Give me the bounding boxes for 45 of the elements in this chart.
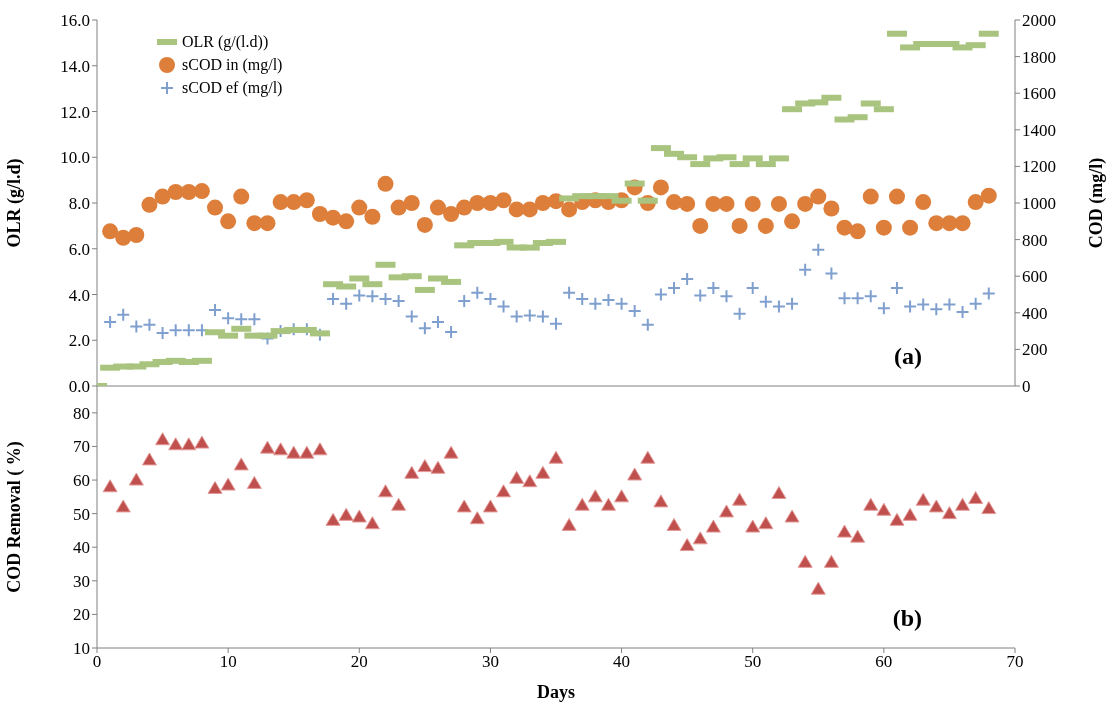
y-tick-label: 12.0 <box>60 102 90 122</box>
y-tick-label: 70 <box>73 437 90 457</box>
annotation: (a) <box>894 343 922 370</box>
y2-tick-label: 200 <box>1022 340 1048 360</box>
y2-tick-label: 2000 <box>1022 11 1056 31</box>
x-axis-title: Days <box>536 682 576 702</box>
y2-tick-label: 1400 <box>1022 120 1056 140</box>
y-tick-label: 4.0 <box>68 285 90 305</box>
y-tick-label: 16.0 <box>60 11 90 31</box>
y2-tick-label: 1800 <box>1022 47 1056 67</box>
y2-tick-label: 400 <box>1022 303 1048 323</box>
y-tick-label: 30 <box>73 571 90 591</box>
legend-label: sCOD in (mg/l) <box>182 55 283 74</box>
y-tick-label: 0.0 <box>68 377 90 397</box>
x-tick-label: 10 <box>219 652 237 672</box>
y-tick-label: 6.0 <box>68 239 90 259</box>
y-axis-title: OLR (g/l.d) <box>4 158 26 248</box>
x-tick-label: 40 <box>613 652 631 672</box>
y-tick-label: 60 <box>73 471 90 491</box>
y2-tick-label: 800 <box>1022 230 1048 250</box>
y-tick-label: 8.0 <box>68 194 90 214</box>
y-tick-label: 10.0 <box>60 148 90 168</box>
y-tick-label: 40 <box>73 538 90 558</box>
y-tick-label: 2.0 <box>68 331 90 351</box>
y-tick-label: 80 <box>73 403 90 423</box>
legend-label: sCOD ef (mg/l) <box>182 78 283 97</box>
y2-tick-label: 0 <box>1022 377 1031 397</box>
y-tick-label: 10 <box>73 639 90 659</box>
y2-tick-label: 1600 <box>1022 84 1056 104</box>
y2-tick-label: 1000 <box>1022 194 1056 214</box>
x-tick-label: 50 <box>744 652 762 672</box>
y-tick-label: 50 <box>73 504 90 524</box>
x-tick-label: 30 <box>481 652 499 672</box>
y-tick-label: 14.0 <box>60 56 90 76</box>
y2-tick-label: 600 <box>1022 267 1048 287</box>
x-tick-label: 20 <box>350 652 368 672</box>
legend-label: OLR (g/(l.d)) <box>182 32 269 51</box>
x-tick-label: 70 <box>1006 652 1024 672</box>
x-tick-label: 60 <box>875 652 893 672</box>
y-tick-label: 20 <box>73 605 90 625</box>
y2-tick-label: 1200 <box>1022 157 1056 177</box>
annotation: (b) <box>892 605 922 632</box>
y2-axis-title: COD (mg/l) <box>1086 157 1108 249</box>
y-axis-title: COD Removal ( %) <box>4 441 26 593</box>
x-tick-label: 0 <box>92 652 102 672</box>
